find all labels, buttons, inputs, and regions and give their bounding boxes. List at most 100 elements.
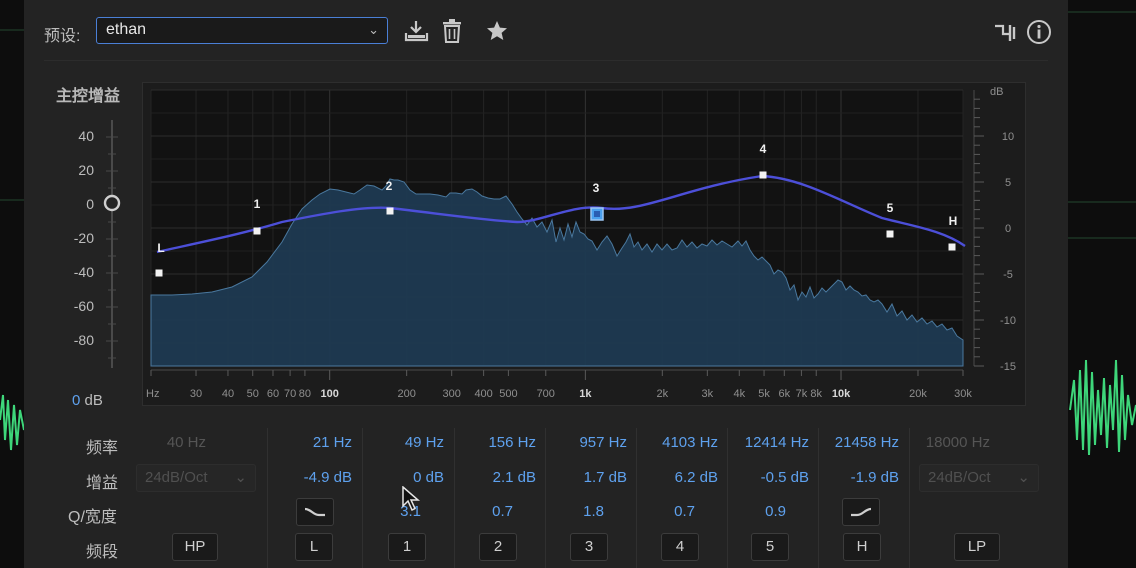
delete-preset-icon[interactable] (442, 19, 462, 48)
freq-tick-label: 100 (321, 388, 339, 400)
db-tick-label: -15 (1000, 361, 1016, 373)
band-h-gain[interactable]: -1.9 dB (850, 469, 899, 486)
freq-tick-label: 60 (267, 388, 279, 400)
preset-dropdown[interactable]: ethan ⌄ (96, 17, 388, 44)
gain-tick-label: 20 (78, 162, 94, 178)
master-gain-value: 0 (72, 392, 81, 409)
freq-tick-label: 50 (247, 388, 259, 400)
eq-node-h[interactable]: H (948, 214, 958, 251)
db-tick-label: 0 (1005, 223, 1011, 235)
gain-tick-label: -60 (73, 298, 94, 314)
db-axis-unit: dB (990, 86, 1003, 98)
band-3-gain[interactable]: 1.7 dB (583, 469, 627, 486)
eq-node-5[interactable]: 5 (886, 201, 894, 238)
band-1-frequency[interactable]: 49 Hz (404, 434, 444, 451)
column-divider (818, 428, 819, 568)
header-divider (44, 60, 1048, 61)
hp-band-button[interactable]: HP (172, 533, 218, 561)
column-divider (727, 428, 728, 568)
background-waveform-left (0, 0, 24, 568)
band-5-gain[interactable]: -0.5 dB (760, 469, 809, 486)
band-2-gain[interactable]: 2.1 dB (492, 469, 536, 486)
band-h-button[interactable]: H (843, 533, 881, 561)
band-1-button[interactable]: 1 (388, 533, 426, 561)
spectrum-analyzer (150, 178, 964, 367)
freq-tick-label: 500 (499, 388, 517, 400)
hp-slope-dropdown[interactable]: 24dB/Oct ⌄ (136, 464, 256, 492)
eq-node-4[interactable]: 4 (759, 142, 767, 179)
parametric-eq-panel: 预设: ethan ⌄ (24, 0, 1068, 568)
lp-band-button[interactable]: LP (954, 533, 1000, 561)
freq-tick-label: 2k (657, 388, 669, 400)
freq-tick-label: 8k (810, 388, 822, 400)
save-preset-icon[interactable] (404, 20, 430, 47)
info-icon[interactable] (1026, 19, 1052, 50)
freq-tick-label: 700 (537, 388, 555, 400)
gain-tick-label: 0 (86, 196, 94, 212)
band-5-q[interactable]: 0.9 (765, 503, 786, 520)
band-4-q[interactable]: 0.7 (674, 503, 695, 520)
lp-slope-dropdown[interactable]: 24dB/Oct ⌄ (919, 464, 1039, 492)
freq-tick-label: 5k (758, 388, 770, 400)
band-1-gain[interactable]: 0 dB (413, 469, 444, 486)
lp-frequency[interactable]: 18000 Hz (925, 434, 990, 451)
freq-tick-label: Hz (146, 388, 159, 400)
hp-frequency[interactable]: 40 Hz (166, 434, 206, 451)
freq-tick-label: 70 (284, 388, 296, 400)
band-2-q[interactable]: 0.7 (492, 503, 513, 520)
column-divider (267, 428, 268, 568)
band-3-frequency[interactable]: 957 Hz (579, 434, 627, 451)
routing-icon[interactable] (994, 22, 1016, 47)
gain-tick-label: -80 (73, 332, 94, 348)
band-4-gain[interactable]: 6.2 dB (674, 469, 718, 486)
master-gain-slider[interactable]: 40 20 0 -20 -40 -60 -80 (44, 120, 134, 370)
band-4-frequency[interactable]: 4103 Hz (662, 434, 718, 451)
master-gain-readout[interactable]: 0 dB (72, 392, 103, 409)
band-2-frequency[interactable]: 156 Hz (488, 434, 536, 451)
master-gain-title: 主控增益 (56, 88, 121, 105)
freq-tick-label: 20k (909, 388, 927, 400)
freq-tick-label: 400 (474, 388, 492, 400)
low-shelf-icon[interactable] (296, 498, 334, 526)
chevron-down-icon: ⌄ (234, 469, 247, 486)
freq-tick-label: 1k (579, 388, 592, 400)
band-h-frequency[interactable]: 21458 Hz (834, 434, 899, 451)
row-label-gain: 增益 (86, 475, 119, 492)
eq-response-curve (156, 174, 966, 254)
db-tick-label: 5 (1005, 177, 1011, 189)
band-3-button[interactable]: 3 (570, 533, 608, 561)
column-divider (362, 428, 363, 568)
db-tick-label: -10 (1000, 315, 1016, 327)
lp-slope-value: 24dB/Oct (928, 469, 991, 486)
high-shelf-icon[interactable] (842, 498, 880, 526)
freq-tick-label: 300 (443, 388, 461, 400)
band-1-q[interactable]: 3.1 (400, 503, 421, 520)
freq-tick-label: 40 (222, 388, 234, 400)
band-l-gain[interactable]: -4.9 dB (303, 469, 352, 486)
eq-node-label: 2 (386, 179, 393, 193)
background-waveform-right (1068, 0, 1136, 568)
band-5-button[interactable]: 5 (751, 533, 789, 561)
chevron-down-icon: ⌄ (368, 22, 379, 37)
band-4-button[interactable]: 4 (661, 533, 699, 561)
row-label-band: 频段 (86, 544, 119, 561)
mouse-cursor-icon (402, 485, 421, 517)
eq-node-l[interactable]: L (155, 241, 165, 277)
eq-node-2[interactable]: 2 (386, 179, 394, 215)
band-l-frequency[interactable]: 21 Hz (312, 434, 352, 451)
eq-node-3[interactable]: 3 (590, 181, 604, 221)
eq-node-label: 4 (760, 142, 767, 156)
band-5-frequency[interactable]: 12414 Hz (744, 434, 809, 451)
eq-node-1[interactable]: 1 (253, 197, 261, 235)
gain-slider-track (103, 120, 121, 368)
band-2-button[interactable]: 2 (479, 533, 517, 561)
eq-node-label: H (949, 214, 958, 228)
row-label-frequency: 频率 (86, 440, 119, 457)
eq-node-label: 1 (254, 197, 261, 211)
favorite-star-icon[interactable] (485, 20, 509, 47)
eq-node-label: 5 (887, 201, 894, 215)
freq-tick-label: 6k (778, 388, 790, 400)
band-3-q[interactable]: 1.8 (583, 503, 604, 520)
band-l-button[interactable]: L (295, 533, 333, 561)
